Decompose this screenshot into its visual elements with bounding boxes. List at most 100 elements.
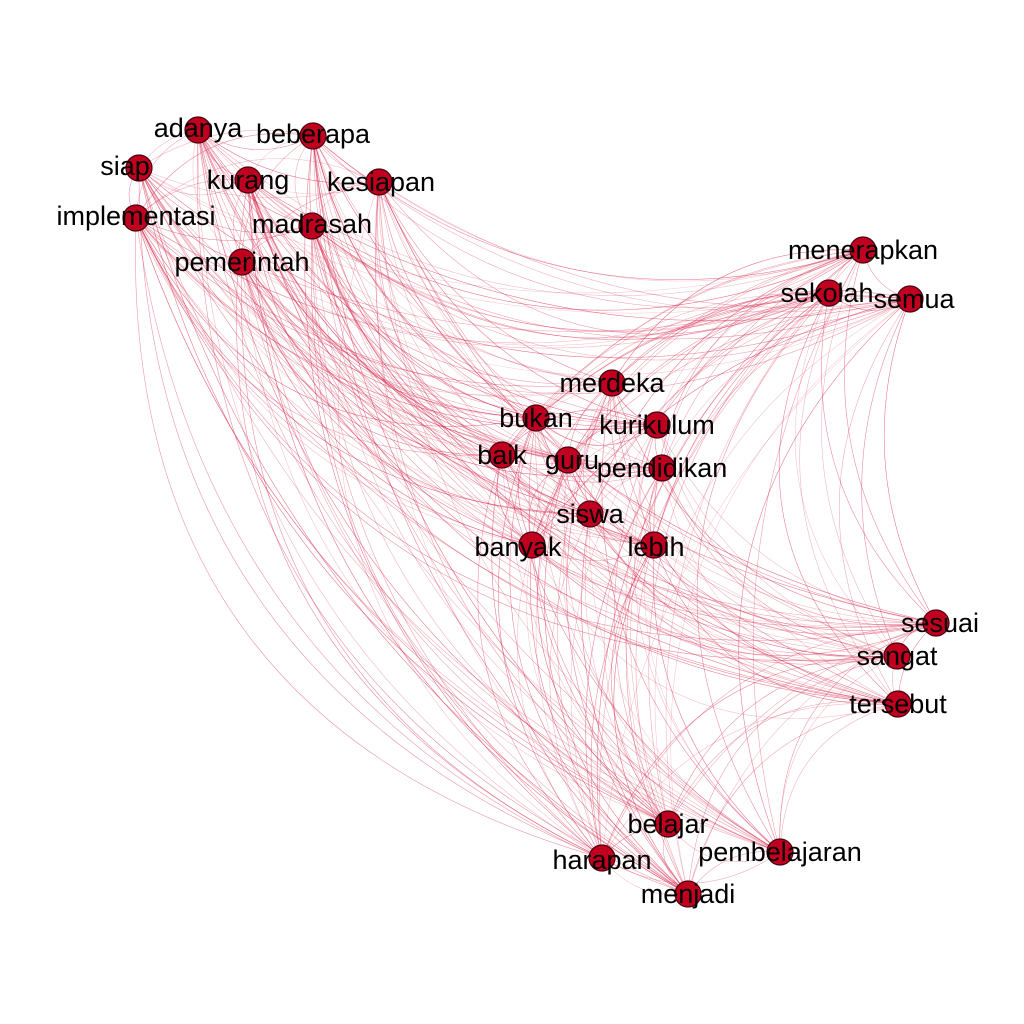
edge-implementasi-madrasah bbox=[135, 217, 313, 241]
edge-menerapkan-siswa bbox=[589, 249, 864, 515]
edge-implementasi-menerapkan bbox=[135, 217, 864, 344]
node-label-adanya: adanya bbox=[154, 113, 244, 143]
edge-sangat-belajar bbox=[667, 655, 898, 825]
edge-beberapa-siswa bbox=[312, 135, 591, 515]
node-label-beberapa: beberapa bbox=[256, 119, 371, 149]
edge-madrasah-belajar bbox=[311, 225, 669, 825]
edge-kurang-belajar bbox=[247, 179, 669, 825]
node-sekolah[interactable] bbox=[815, 279, 843, 307]
edge-banyak-pembelajaran bbox=[531, 544, 781, 853]
node-pemerintah[interactable] bbox=[228, 248, 256, 276]
node-banyak[interactable] bbox=[518, 531, 546, 559]
node-label-sangat: sangat bbox=[856, 641, 938, 671]
node-bukan[interactable] bbox=[522, 404, 550, 432]
node-baik[interactable] bbox=[488, 441, 516, 469]
edge-siap-sangat bbox=[138, 167, 898, 657]
node-kesiapan[interactable] bbox=[365, 168, 393, 196]
node-label-siap: siap bbox=[100, 151, 150, 181]
node-sangat[interactable] bbox=[883, 642, 911, 670]
node-menjadi[interactable] bbox=[674, 880, 702, 908]
node-pendidikan[interactable] bbox=[648, 454, 676, 482]
node-harapan[interactable] bbox=[588, 844, 616, 872]
edge-menerapkan-banyak bbox=[531, 249, 864, 546]
edge-implementasi-siswa bbox=[135, 217, 591, 515]
edge-kesiapan-baik bbox=[375, 181, 503, 456]
node-guru[interactable] bbox=[554, 446, 582, 474]
edge-beberapa-harapan bbox=[304, 135, 603, 859]
node-label-pemerintah: pemerintah bbox=[174, 247, 309, 277]
node-kurikulum[interactable] bbox=[643, 411, 671, 439]
edge-tersebut-harapan bbox=[601, 702, 899, 859]
node-lebih[interactable] bbox=[640, 531, 668, 559]
edge-banyak-menjadi bbox=[530, 544, 689, 895]
node-label-siswa: siswa bbox=[556, 499, 624, 529]
edge-tersebut-menjadi bbox=[687, 703, 899, 895]
edge-madrasah-merdeka bbox=[311, 225, 613, 384]
edge-siap-menjadi bbox=[138, 167, 689, 895]
edge-semua-kurikulum bbox=[656, 297, 911, 426]
node-label-bukan: bukan bbox=[499, 403, 573, 433]
edge-bukan-belajar bbox=[528, 417, 669, 825]
edge-bukan-banyak bbox=[517, 417, 537, 546]
node-menerapkan[interactable] bbox=[849, 236, 877, 264]
edge-pendidikan-pembelajaran bbox=[644, 467, 781, 853]
node-merdeka[interactable] bbox=[598, 369, 626, 397]
edge-pemerintah-harapan bbox=[241, 261, 603, 859]
edge-semua-tersebut bbox=[839, 298, 911, 705]
edge-kurang-semua bbox=[247, 179, 911, 322]
edge-merdeka-sesuai bbox=[611, 382, 937, 624]
node-sesuai[interactable] bbox=[922, 609, 950, 637]
edge-implementasi-pemerintah bbox=[135, 217, 243, 266]
edge-merdeka-lebih bbox=[610, 382, 655, 546]
node-siswa[interactable] bbox=[576, 500, 604, 528]
edge-bukan-kurikulum bbox=[535, 417, 658, 446]
node-semua[interactable] bbox=[896, 285, 924, 313]
node-tersebut[interactable] bbox=[884, 690, 912, 718]
edge-tersebut-pembelajaran bbox=[779, 703, 899, 853]
node-adanya[interactable] bbox=[184, 116, 212, 144]
edge-kesiapan-kurikulum bbox=[378, 181, 658, 426]
edge-sesuai-pembelajaran bbox=[779, 622, 937, 853]
edge-kurang-sekolah bbox=[247, 179, 830, 333]
edge-kurang-kesiapan bbox=[247, 179, 380, 195]
node-label-tersebut: tersebut bbox=[849, 689, 947, 719]
edge-madrasah-banyak bbox=[311, 225, 533, 546]
edge-siswa-sangat bbox=[589, 513, 898, 663]
edge-guru-belajar bbox=[537, 459, 669, 825]
edge-madrasah-kurikulum bbox=[311, 225, 658, 427]
edge-madrasah-sesuai bbox=[311, 225, 937, 625]
node-belajar[interactable] bbox=[654, 810, 682, 838]
edge-kesiapan-harapan bbox=[338, 181, 603, 859]
node-layer bbox=[122, 116, 950, 908]
node-kurang[interactable] bbox=[234, 166, 262, 194]
edge-kesiapan-siswa bbox=[377, 181, 591, 515]
edge-bukan-pendidikan bbox=[535, 417, 663, 473]
node-label-kurang: kurang bbox=[207, 165, 290, 195]
edge-bukan-lebih bbox=[535, 417, 655, 546]
node-implementasi[interactable] bbox=[122, 204, 150, 232]
node-madrasah[interactable] bbox=[298, 212, 326, 240]
node-siap[interactable] bbox=[125, 154, 153, 182]
edge-siap-kesiapan bbox=[138, 167, 380, 199]
edge-sangat-menjadi bbox=[687, 655, 898, 895]
edge-siap-madrasah bbox=[138, 167, 313, 233]
node-pembelajaran[interactable] bbox=[766, 838, 794, 866]
edge-siap-sesuai bbox=[138, 167, 937, 624]
node-beberapa[interactable] bbox=[299, 122, 327, 150]
edge-adanya-kesiapan bbox=[197, 129, 380, 184]
edge-merdeka-pembelajaran bbox=[601, 382, 781, 853]
edge-sesuai-belajar bbox=[667, 622, 937, 825]
edge-lebih-harapan bbox=[590, 544, 655, 859]
edge-beberapa-pembelajaran bbox=[312, 135, 781, 853]
edge-adanya-baik bbox=[197, 129, 503, 456]
edge-kesiapan-merdeka bbox=[378, 181, 613, 384]
edge-implementasi-banyak bbox=[135, 217, 533, 546]
edge-kurikulum-pembelajaran bbox=[634, 424, 781, 853]
edge-menerapkan-pendidikan bbox=[661, 249, 864, 469]
edge-merdeka-belajar bbox=[563, 382, 669, 825]
edge-sangat-pembelajaran bbox=[779, 655, 898, 853]
edge-lebih-pembelajaran bbox=[652, 544, 781, 853]
edge-pemerintah-pembelajaran bbox=[241, 261, 781, 853]
edge-kesiapan-semua bbox=[378, 181, 911, 308]
edge-kesiapan-banyak bbox=[378, 181, 533, 546]
